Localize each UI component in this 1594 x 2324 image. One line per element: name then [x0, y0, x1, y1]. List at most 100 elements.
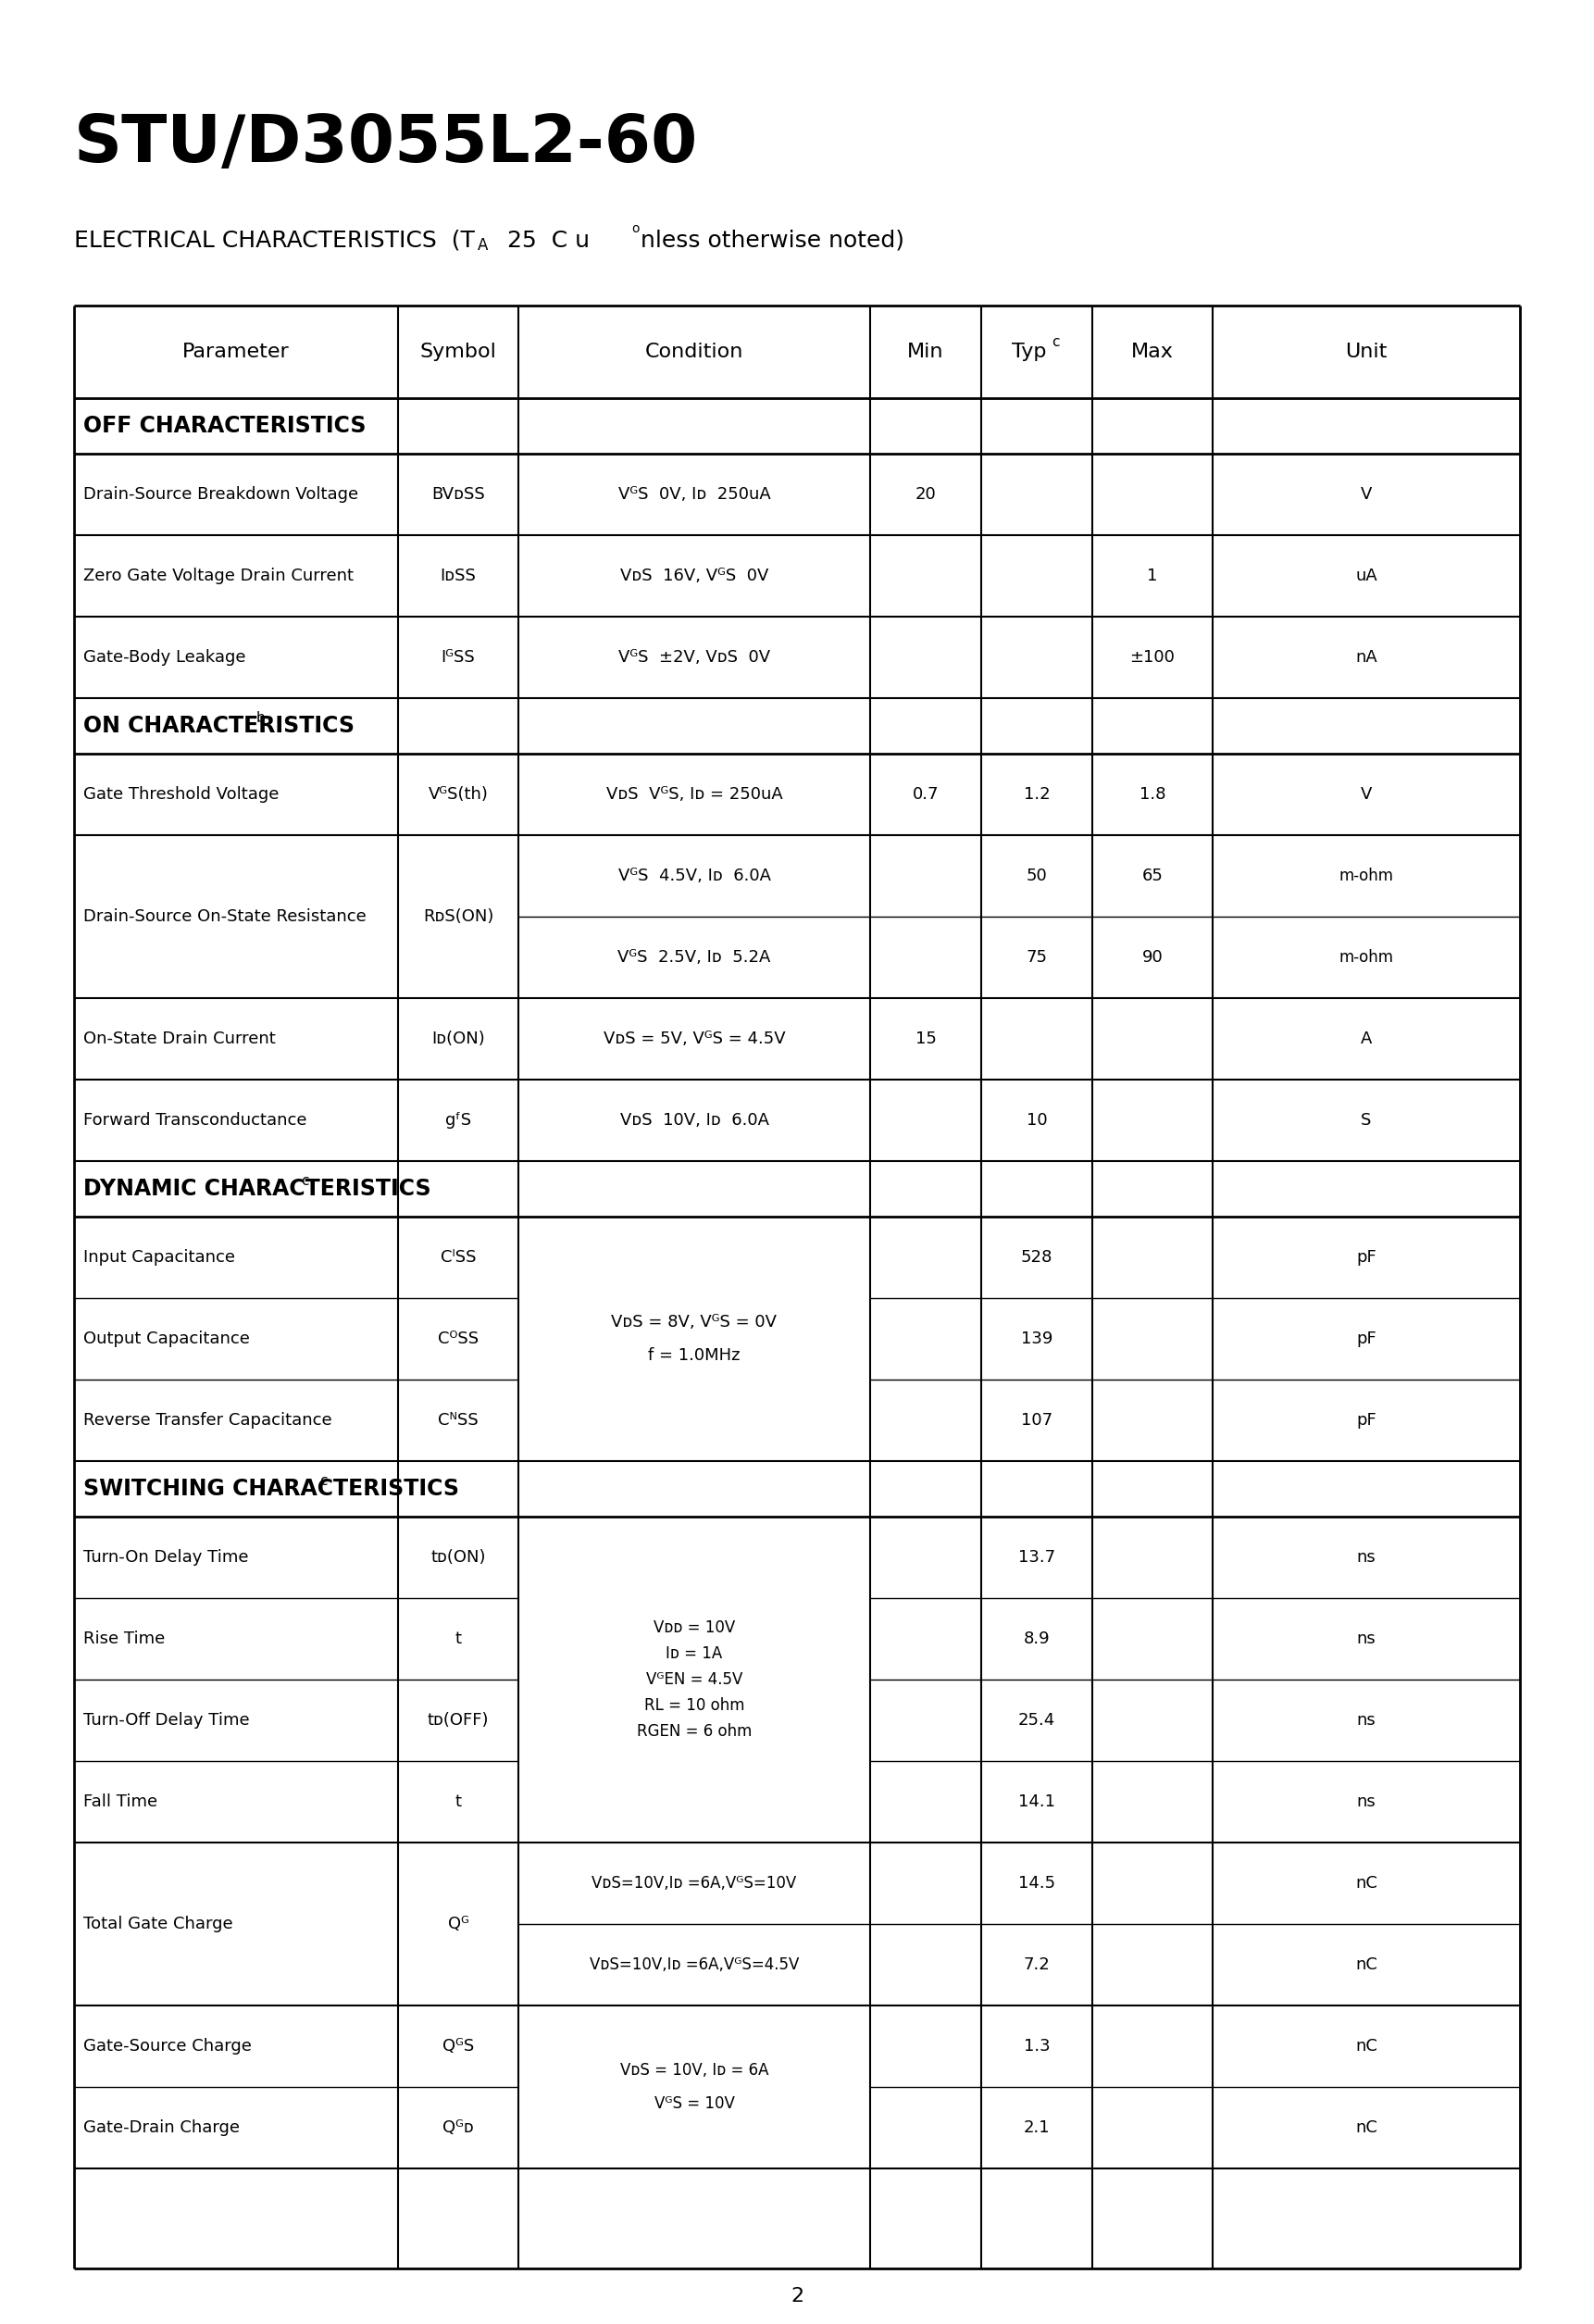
Text: 7.2: 7.2 — [1023, 1957, 1050, 1973]
Text: Turn-On Delay Time: Turn-On Delay Time — [83, 1550, 249, 1566]
Text: 65: 65 — [1141, 867, 1164, 883]
Text: 1.3: 1.3 — [1023, 2038, 1050, 2054]
Text: VᴳS  2.5V, Iᴅ  5.2A: VᴳS 2.5V, Iᴅ 5.2A — [618, 948, 771, 967]
Text: Qᴳ: Qᴳ — [448, 1915, 469, 1931]
Text: Parameter: Parameter — [182, 342, 290, 360]
Text: Forward Transconductance: Forward Transconductance — [83, 1111, 308, 1129]
Text: V: V — [1361, 486, 1372, 502]
Text: Drain-Source On-State Resistance: Drain-Source On-State Resistance — [83, 909, 367, 925]
Text: V: V — [1361, 786, 1372, 802]
Text: RᴅS(ON): RᴅS(ON) — [422, 909, 494, 925]
Text: Gate Threshold Voltage: Gate Threshold Voltage — [83, 786, 279, 802]
Text: Turn-Off Delay Time: Turn-Off Delay Time — [83, 1713, 250, 1729]
Text: 75: 75 — [1027, 948, 1047, 967]
Text: ns: ns — [1356, 1550, 1376, 1566]
Text: Fall Time: Fall Time — [83, 1794, 158, 1810]
Text: 2.1: 2.1 — [1023, 2119, 1050, 2136]
Text: ±100: ±100 — [1130, 648, 1175, 665]
Text: 14.5: 14.5 — [1019, 1875, 1055, 1892]
Text: VᴳEN = 4.5V: VᴳEN = 4.5V — [646, 1671, 743, 1687]
Text: VᴳS  4.5V, Iᴅ  6.0A: VᴳS 4.5V, Iᴅ 6.0A — [618, 867, 770, 883]
Text: RL = 10 ohm: RL = 10 ohm — [644, 1697, 744, 1713]
Text: gᶠS: gᶠS — [445, 1111, 472, 1129]
Text: Gate-Body Leakage: Gate-Body Leakage — [83, 648, 245, 665]
Text: 1.2: 1.2 — [1023, 786, 1050, 802]
Text: VᴅS = 10V, Iᴅ = 6A: VᴅS = 10V, Iᴅ = 6A — [620, 2061, 768, 2078]
Text: QᴳS: QᴳS — [443, 2038, 473, 2054]
Text: VᴅS=10V,Iᴅ =6A,VᴳS=4.5V: VᴅS=10V,Iᴅ =6A,VᴳS=4.5V — [590, 1957, 799, 1973]
Text: BVᴅSS: BVᴅSS — [432, 486, 485, 502]
Text: Total Gate Charge: Total Gate Charge — [83, 1915, 233, 1931]
Text: Qᴳᴅ: Qᴳᴅ — [443, 2119, 473, 2136]
Text: Unit: Unit — [1345, 342, 1387, 360]
Text: nA: nA — [1355, 648, 1377, 665]
Text: nC: nC — [1355, 2038, 1377, 2054]
Text: DYNAMIC CHARACTERISTICS: DYNAMIC CHARACTERISTICS — [83, 1178, 430, 1199]
Text: 0.7: 0.7 — [912, 786, 939, 802]
Text: VᴅS = 8V, VᴳS = 0V: VᴅS = 8V, VᴳS = 0V — [612, 1313, 778, 1332]
Text: 14.1: 14.1 — [1019, 1794, 1055, 1810]
Text: Iᴅ = 1A: Iᴅ = 1A — [666, 1645, 722, 1662]
Text: nless otherwise noted): nless otherwise noted) — [641, 230, 904, 251]
Text: 25.4: 25.4 — [1019, 1713, 1055, 1729]
Text: IᴳSS: IᴳSS — [442, 648, 475, 665]
Text: S: S — [1361, 1111, 1371, 1129]
Text: 2: 2 — [791, 2287, 803, 2305]
Text: VᴳS  0V, Iᴅ  250uA: VᴳS 0V, Iᴅ 250uA — [618, 486, 770, 502]
Text: c: c — [301, 1174, 309, 1188]
Text: 10: 10 — [1027, 1111, 1047, 1129]
Text: nC: nC — [1355, 1957, 1377, 1973]
Text: Iᴅ(ON): Iᴅ(ON) — [432, 1030, 485, 1048]
Text: VᴳS(th): VᴳS(th) — [429, 786, 488, 802]
Text: 139: 139 — [1020, 1332, 1052, 1348]
Text: VᴳS = 10V: VᴳS = 10V — [654, 2096, 735, 2113]
Text: Max: Max — [1132, 342, 1173, 360]
Text: Vᴅᴅ = 10V: Vᴅᴅ = 10V — [654, 1620, 735, 1636]
Text: ns: ns — [1356, 1794, 1376, 1810]
Text: CᴺSS: CᴺSS — [438, 1413, 478, 1429]
Text: Symbol: Symbol — [419, 342, 497, 360]
Text: b: b — [257, 711, 265, 725]
Text: Rise Time: Rise Time — [83, 1631, 166, 1648]
Text: Typ: Typ — [1012, 342, 1047, 360]
Text: ELECTRICAL CHARACTERISTICS  (T: ELECTRICAL CHARACTERISTICS (T — [73, 230, 475, 251]
Text: Gate-Source Charge: Gate-Source Charge — [83, 2038, 252, 2054]
Text: OFF CHARACTERISTICS: OFF CHARACTERISTICS — [83, 414, 367, 437]
Text: tᴅ(ON): tᴅ(ON) — [430, 1550, 486, 1566]
Text: 528: 528 — [1020, 1248, 1052, 1267]
Text: m‑ohm: m‑ohm — [1339, 948, 1393, 967]
Text: RGEN = 6 ohm: RGEN = 6 ohm — [636, 1722, 752, 1741]
Text: 107: 107 — [1020, 1413, 1052, 1429]
Text: t: t — [454, 1794, 461, 1810]
Text: ns: ns — [1356, 1713, 1376, 1729]
Text: VᴳS  ±2V, VᴅS  0V: VᴳS ±2V, VᴅS 0V — [618, 648, 770, 665]
Text: Drain-Source Breakdown Voltage: Drain-Source Breakdown Voltage — [83, 486, 359, 502]
Text: IᴅSS: IᴅSS — [440, 567, 477, 583]
Text: Zero Gate Voltage Drain Current: Zero Gate Voltage Drain Current — [83, 567, 354, 583]
Text: 1: 1 — [1148, 567, 1157, 583]
Text: 15: 15 — [915, 1030, 936, 1048]
Text: Output Capacitance: Output Capacitance — [83, 1332, 250, 1348]
Text: VᴅS  16V, VᴳS  0V: VᴅS 16V, VᴳS 0V — [620, 567, 768, 583]
Text: f = 1.0MHz: f = 1.0MHz — [649, 1348, 740, 1364]
Text: VᴅS = 5V, VᴳS = 4.5V: VᴅS = 5V, VᴳS = 4.5V — [603, 1030, 786, 1048]
Text: pF: pF — [1356, 1332, 1376, 1348]
Text: uA: uA — [1355, 567, 1377, 583]
Text: STU/D3055L2-60: STU/D3055L2-60 — [73, 112, 698, 174]
Text: On-State Drain Current: On-State Drain Current — [83, 1030, 276, 1048]
Text: m‑ohm: m‑ohm — [1339, 867, 1393, 883]
Text: CᴼSS: CᴼSS — [438, 1332, 478, 1348]
Text: c: c — [319, 1473, 327, 1487]
Text: ns: ns — [1356, 1631, 1376, 1648]
Text: nC: nC — [1355, 2119, 1377, 2136]
Text: 13.7: 13.7 — [1019, 1550, 1055, 1566]
Text: VᴅS  10V, Iᴅ  6.0A: VᴅS 10V, Iᴅ 6.0A — [620, 1111, 768, 1129]
Text: A: A — [478, 237, 488, 253]
Text: tᴅ(OFF): tᴅ(OFF) — [427, 1713, 489, 1729]
Text: Input Capacitance: Input Capacitance — [83, 1248, 236, 1267]
Text: 20: 20 — [915, 486, 936, 502]
Text: 50: 50 — [1027, 867, 1047, 883]
Text: nC: nC — [1355, 1875, 1377, 1892]
Text: Condition: Condition — [646, 342, 743, 360]
Text: VᴅS  VᴳS, Iᴅ = 250uA: VᴅS VᴳS, Iᴅ = 250uA — [606, 786, 783, 802]
